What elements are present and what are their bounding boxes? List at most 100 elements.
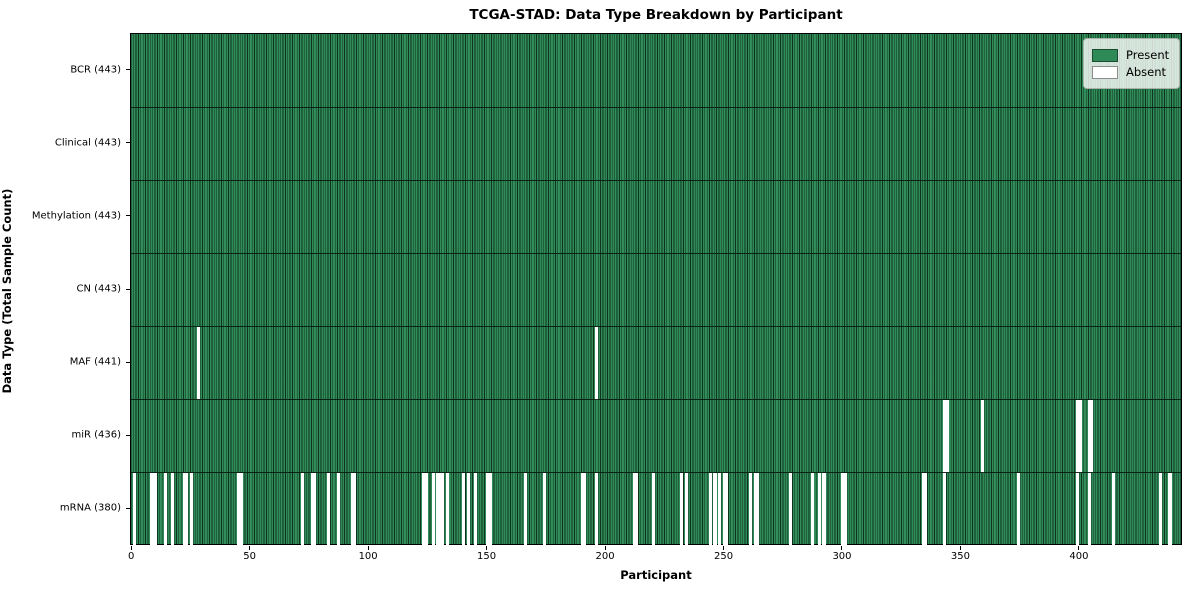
absent-stripe bbox=[594, 472, 599, 546]
xtick-label: 250 bbox=[713, 551, 734, 562]
absent-stripe bbox=[981, 399, 985, 473]
ytick-label: CN (443) bbox=[76, 283, 121, 295]
absent-stripe bbox=[336, 472, 340, 546]
xtick-label: 50 bbox=[243, 551, 257, 562]
row-divider bbox=[131, 179, 1181, 181]
ytick-label: Clinical (443) bbox=[54, 137, 121, 149]
absent-stripe bbox=[817, 472, 821, 546]
absent-stripe bbox=[943, 472, 947, 546]
absent-stripe bbox=[445, 472, 449, 546]
absent-stripe bbox=[756, 472, 760, 546]
absent-stripe bbox=[310, 472, 314, 546]
xtick-label: 150 bbox=[477, 551, 497, 562]
absent-stripe bbox=[1075, 472, 1080, 546]
absent-stripe bbox=[542, 472, 547, 546]
absent-stripe bbox=[810, 472, 814, 546]
absent-stripe bbox=[725, 472, 729, 546]
absent-stripe bbox=[1087, 472, 1091, 546]
x-tick-mark bbox=[486, 545, 488, 550]
absent-stripe bbox=[185, 472, 189, 546]
absent-stripe bbox=[708, 472, 712, 546]
absent-stripe bbox=[170, 472, 175, 546]
absent-stripe bbox=[189, 472, 193, 546]
absent-stripe bbox=[921, 472, 926, 546]
row-divider bbox=[131, 326, 1181, 328]
absent-stripe bbox=[1087, 399, 1091, 473]
absent-stripe bbox=[749, 472, 753, 546]
x-tick-mark bbox=[249, 545, 251, 550]
absent-stripe bbox=[350, 472, 355, 546]
y-tick-mark bbox=[125, 215, 130, 217]
absent-stripe bbox=[163, 472, 167, 546]
absent-stripe bbox=[301, 472, 305, 546]
row-divider bbox=[131, 106, 1181, 108]
y-tick-mark bbox=[125, 69, 130, 71]
absent-stripe bbox=[438, 472, 442, 546]
row-divider bbox=[131, 399, 1181, 401]
absent-stripe bbox=[488, 472, 492, 546]
y-tick-mark bbox=[125, 142, 130, 144]
absent-stripe bbox=[680, 472, 684, 546]
ytick-label: MAF (441) bbox=[69, 356, 121, 368]
absent-stripe bbox=[467, 472, 471, 546]
absent-stripe bbox=[327, 472, 331, 546]
absent-stripe bbox=[313, 472, 317, 546]
y-tick-mark bbox=[125, 434, 130, 436]
absent-stripe bbox=[440, 472, 445, 546]
absent-stripe bbox=[651, 472, 656, 546]
heatmap-plot-area bbox=[130, 33, 1182, 546]
xtick-label: 200 bbox=[595, 551, 615, 562]
x-tick-mark bbox=[130, 545, 132, 550]
chart-title: TCGA-STAD: Data Type Breakdown by Partic… bbox=[469, 7, 843, 23]
x-tick-mark bbox=[1078, 545, 1080, 550]
present-bars-texture bbox=[131, 34, 1181, 544]
x-tick-mark bbox=[841, 545, 843, 550]
absent-stripe bbox=[237, 472, 241, 546]
absent-stripe bbox=[718, 472, 722, 546]
xtick-label: 0 bbox=[127, 551, 135, 562]
absent-stripe bbox=[843, 472, 847, 546]
x-tick-mark bbox=[959, 545, 961, 550]
absent-stripe bbox=[685, 472, 689, 546]
x-axis-title: Participant bbox=[620, 568, 692, 582]
legend-label-present: Present bbox=[1126, 48, 1170, 62]
absent-stripe bbox=[431, 472, 435, 546]
legend-entry-present: Present bbox=[1092, 48, 1169, 62]
y-tick-mark bbox=[125, 288, 130, 290]
xtick-label: 400 bbox=[1069, 551, 1089, 562]
absent-stripe bbox=[1168, 472, 1172, 546]
ytick-label: miR (436) bbox=[71, 429, 121, 441]
xtick-label: 100 bbox=[358, 551, 378, 562]
absent-stripe bbox=[462, 472, 466, 546]
ytick-label: Methylation (443) bbox=[31, 210, 121, 222]
row-divider bbox=[131, 472, 1181, 474]
absent-stripe bbox=[182, 472, 186, 546]
ytick-label: mRNA (380) bbox=[59, 502, 121, 514]
absent-stripe bbox=[945, 399, 949, 473]
present-swatch bbox=[1092, 48, 1118, 62]
xtick-label: 350 bbox=[950, 551, 970, 562]
legend-label-absent: Absent bbox=[1126, 65, 1167, 79]
absent-stripe bbox=[154, 472, 158, 546]
absent-stripe bbox=[1078, 399, 1082, 473]
absent-stripe bbox=[523, 472, 528, 546]
x-tick-mark bbox=[367, 545, 369, 550]
absent-stripe bbox=[1075, 399, 1080, 473]
absent-stripe bbox=[632, 472, 637, 546]
absent-swatch bbox=[1092, 65, 1118, 79]
absent-stripe bbox=[924, 472, 928, 546]
absent-stripe bbox=[594, 326, 599, 400]
absent-stripe bbox=[943, 399, 947, 473]
ytick-label: BCR (443) bbox=[70, 64, 121, 76]
xtick-label: 300 bbox=[832, 551, 852, 562]
absent-stripe bbox=[713, 472, 717, 546]
y-tick-mark bbox=[125, 507, 130, 509]
absent-stripe bbox=[1090, 399, 1094, 473]
y-tick-mark bbox=[125, 361, 130, 363]
absent-stripe bbox=[424, 472, 428, 546]
x-tick-mark bbox=[723, 545, 725, 550]
absent-stripe bbox=[239, 472, 243, 546]
absent-stripe bbox=[474, 472, 478, 546]
absent-stripe bbox=[151, 472, 156, 546]
